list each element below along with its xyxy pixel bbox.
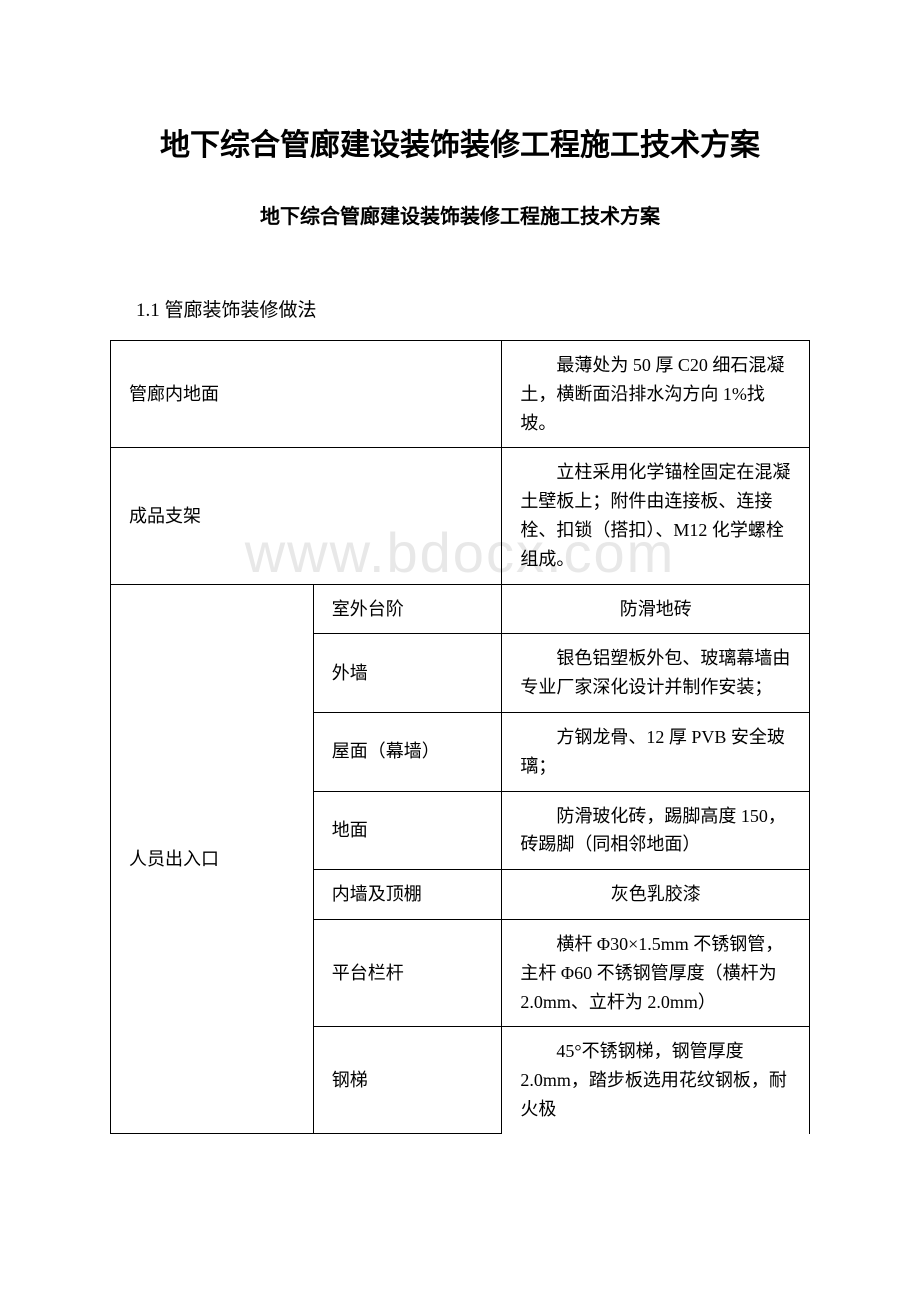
sub-label-cell: 地面 xyxy=(313,791,502,870)
document-content: 地下综合管廊建设装饰装修工程施工技术方案 地下综合管廊建设装饰装修工程施工技术方… xyxy=(110,120,810,1134)
description-cell: 横杆 Φ30×1.5mm 不锈钢管，主杆 Φ60 不锈钢管厚度（横杆为 2.0m… xyxy=(502,919,810,1026)
description-cell: 立柱采用化学锚栓固定在混凝土壁板上；附件由连接板、连接栓、扣锁（搭扣）、M12 … xyxy=(502,448,810,584)
description-cell: 最薄处为 50 厚 C20 细石混凝土，横断面沿排水沟方向 1%找坡。 xyxy=(502,341,810,448)
sub-label-cell: 室外台阶 xyxy=(313,584,502,634)
sub-label-cell: 钢梯 xyxy=(313,1027,502,1134)
description-cell: 防滑玻化砖，踢脚高度 150，砖踢脚（同相邻地面） xyxy=(502,791,810,870)
table-row: 管廊内地面 最薄处为 50 厚 C20 细石混凝土，横断面沿排水沟方向 1%找坡… xyxy=(111,341,810,448)
item-label-cell: 成品支架 xyxy=(111,448,502,584)
sub-label-cell: 内墙及顶棚 xyxy=(313,870,502,920)
section-heading: 1.1 管廊装饰装修做法 xyxy=(110,295,810,322)
table-row: 人员出入口 室外台阶 防滑地砖 xyxy=(111,584,810,634)
sub-label-cell: 外墙 xyxy=(313,634,502,713)
sub-label-cell: 平台栏杆 xyxy=(313,919,502,1026)
item-label-cell: 管廊内地面 xyxy=(111,341,502,448)
description-cell: 灰色乳胶漆 xyxy=(502,870,810,920)
sub-label-cell: 屋面（幕墙） xyxy=(313,712,502,791)
decoration-methods-table: 管廊内地面 最薄处为 50 厚 C20 细石混凝土，横断面沿排水沟方向 1%找坡… xyxy=(110,340,810,1134)
description-cell: 45°不锈钢梯，钢管厚度 2.0mm，踏步板选用花纹钢板，耐火极 xyxy=(502,1027,810,1134)
main-title: 地下综合管廊建设装饰装修工程施工技术方案 xyxy=(110,120,810,164)
sub-title: 地下综合管廊建设装饰装修工程施工技术方案 xyxy=(110,200,810,229)
item-label-cell: 人员出入口 xyxy=(111,584,314,1134)
description-cell: 方钢龙骨、12 厚 PVB 安全玻璃； xyxy=(502,712,810,791)
description-cell: 防滑地砖 xyxy=(502,584,810,634)
table-row: 成品支架 立柱采用化学锚栓固定在混凝土壁板上；附件由连接板、连接栓、扣锁（搭扣）… xyxy=(111,448,810,584)
description-cell: 银色铝塑板外包、玻璃幕墙由专业厂家深化设计并制作安装； xyxy=(502,634,810,713)
